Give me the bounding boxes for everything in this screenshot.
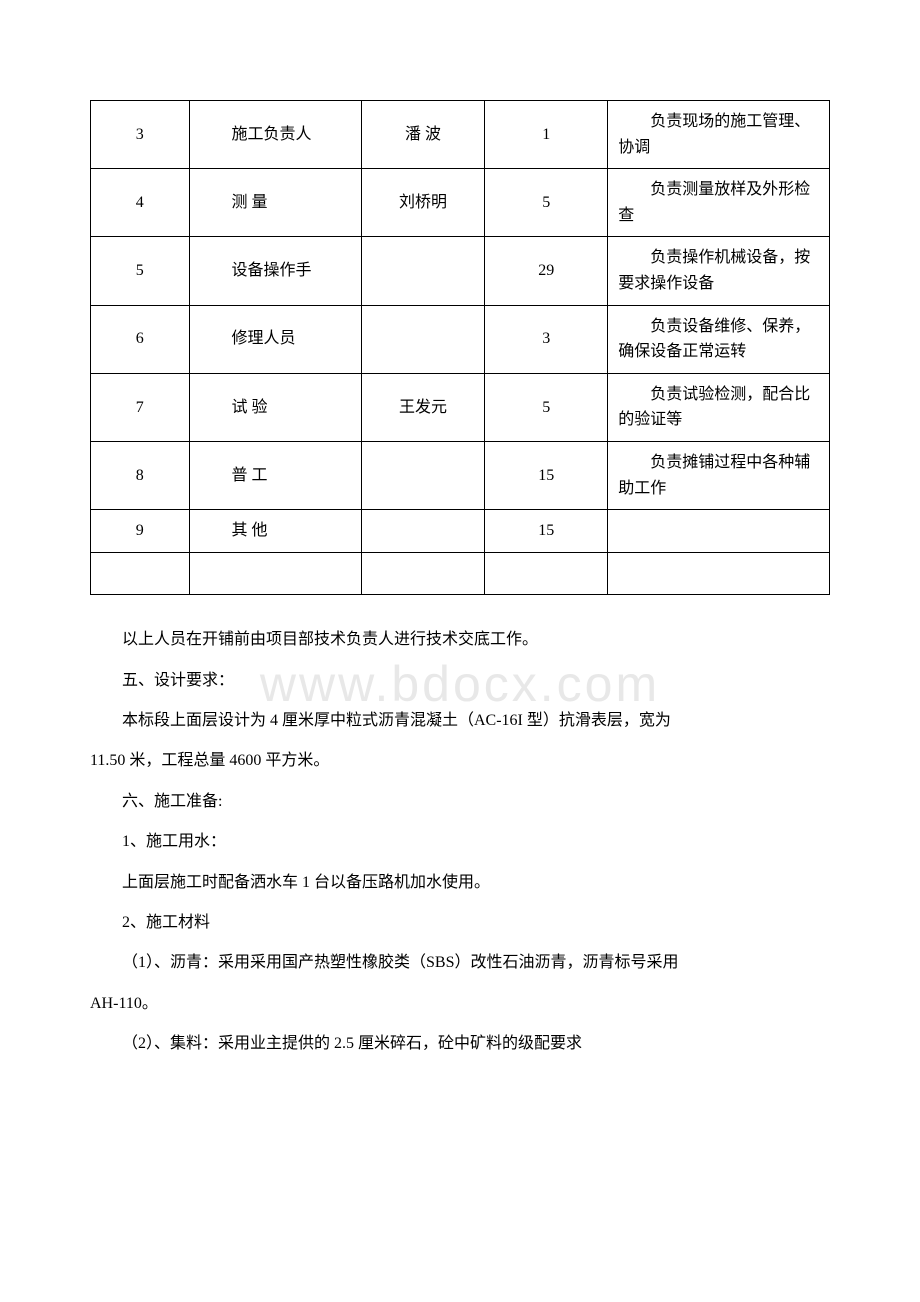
paragraph-section5-body-2: 11.50 米，工程总量 4600 平方米。 — [90, 746, 830, 776]
cell-num: 4 — [91, 169, 190, 237]
cell-duty: 负责操作机械设备，按要求操作设备 — [608, 237, 830, 305]
table-row: 7 试 验 王发元 5 负责试验检测，配合比的验证等 — [91, 373, 830, 441]
cell-person: 刘桥明 — [361, 169, 484, 237]
cell-duty: 负责试验检测，配合比的验证等 — [608, 373, 830, 441]
cell-num: 7 — [91, 373, 190, 441]
cell-person — [361, 441, 484, 509]
paragraph-section6-sub1: 1、施工用水： — [90, 827, 830, 857]
cell-num: 5 — [91, 237, 190, 305]
cell-person — [361, 237, 484, 305]
cell-empty — [608, 552, 830, 595]
cell-person: 潘 波 — [361, 101, 484, 169]
paragraph-section6-title: 六、施工准备: — [90, 787, 830, 817]
document-content: 3 施工负责人 潘 波 1 负责现场的施工管理、协调 4 测 量 刘桥明 5 负… — [90, 100, 830, 1060]
cell-role: 试 验 — [189, 373, 361, 441]
cell-num: 3 — [91, 101, 190, 169]
paragraph-section6-sub2: 2、施工材料 — [90, 908, 830, 938]
cell-empty — [91, 552, 190, 595]
cell-count: 5 — [485, 373, 608, 441]
table-row: 9 其 他 15 — [91, 510, 830, 553]
cell-num: 9 — [91, 510, 190, 553]
table-row: 8 普 工 15 负责摊铺过程中各种辅助工作 — [91, 441, 830, 509]
paragraph-section6-sub2-item2: （2）、集料：采用业主提供的 2.5 厘米碎石，砼中矿料的级配要求 — [90, 1029, 830, 1059]
paragraph-section6-sub2-item1-1: （1）、沥青：采用采用国产热塑性橡胶类（SBS）改性石油沥青，沥青标号采用 — [90, 948, 830, 978]
cell-role: 其 他 — [189, 510, 361, 553]
cell-role: 修理人员 — [189, 305, 361, 373]
table-row: 6 修理人员 3 负责设备维修、保养，确保设备正常运转 — [91, 305, 830, 373]
cell-person — [361, 510, 484, 553]
cell-empty — [485, 552, 608, 595]
table-row-empty — [91, 552, 830, 595]
paragraph-section5-body-1: 本标段上面层设计为 4 厘米厚中粒式沥青混凝土（AC-16I 型）抗滑表层，宽为 — [90, 706, 830, 736]
cell-count: 15 — [485, 441, 608, 509]
cell-empty — [189, 552, 361, 595]
cell-empty — [361, 552, 484, 595]
table-row: 3 施工负责人 潘 波 1 负责现场的施工管理、协调 — [91, 101, 830, 169]
cell-person: 王发元 — [361, 373, 484, 441]
cell-person — [361, 305, 484, 373]
cell-role: 普 工 — [189, 441, 361, 509]
cell-role: 施工负责人 — [189, 101, 361, 169]
table-row: 5 设备操作手 29 负责操作机械设备，按要求操作设备 — [91, 237, 830, 305]
cell-duty: 负责现场的施工管理、协调 — [608, 101, 830, 169]
table-row: 4 测 量 刘桥明 5 负责测量放样及外形检查 — [91, 169, 830, 237]
paragraph-section6-sub1-body: 上面层施工时配备洒水车 1 台以备压路机加水使用。 — [90, 868, 830, 898]
paragraph-note: 以上人员在开铺前由项目部技术负责人进行技术交底工作。 — [90, 625, 830, 655]
cell-duty: 负责测量放样及外形检查 — [608, 169, 830, 237]
cell-role: 测 量 — [189, 169, 361, 237]
cell-count: 15 — [485, 510, 608, 553]
cell-duty — [608, 510, 830, 553]
cell-count: 5 — [485, 169, 608, 237]
cell-count: 29 — [485, 237, 608, 305]
cell-count: 1 — [485, 101, 608, 169]
personnel-table: 3 施工负责人 潘 波 1 负责现场的施工管理、协调 4 测 量 刘桥明 5 负… — [90, 100, 830, 595]
cell-role: 设备操作手 — [189, 237, 361, 305]
paragraph-section6-sub2-item1-2: AH-110。 — [90, 989, 830, 1019]
cell-count: 3 — [485, 305, 608, 373]
cell-duty: 负责设备维修、保养，确保设备正常运转 — [608, 305, 830, 373]
paragraph-section5-title: 五、设计要求： — [90, 666, 830, 696]
cell-duty: 负责摊铺过程中各种辅助工作 — [608, 441, 830, 509]
cell-num: 6 — [91, 305, 190, 373]
cell-num: 8 — [91, 441, 190, 509]
